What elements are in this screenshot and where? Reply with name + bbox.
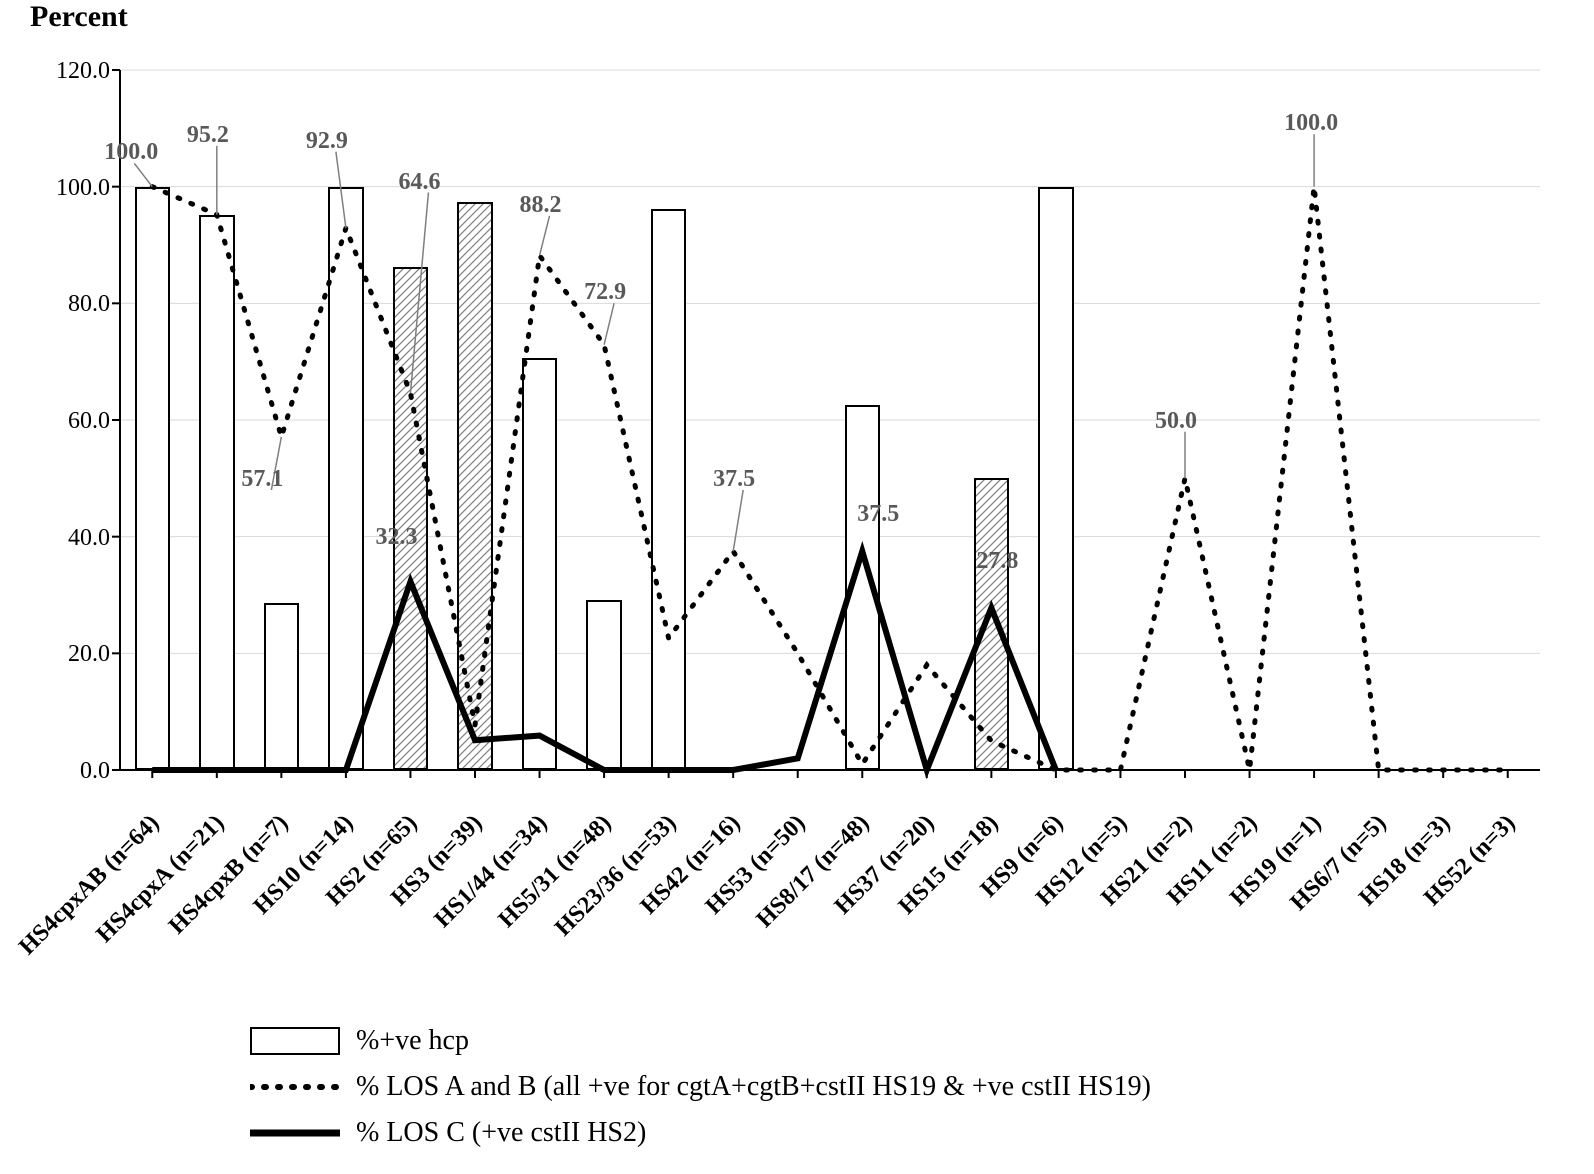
data-label: 64.6	[398, 169, 440, 196]
x-tick-label: HS1/44 (n=34)	[429, 810, 553, 934]
data-label: 92.9	[306, 128, 348, 155]
data-label: 100.0	[104, 139, 158, 166]
data-label: 37.5	[857, 501, 899, 528]
x-tick-label: HS5/31 (n=48)	[494, 810, 618, 934]
plot-area: 100.0 95.2 57.1 92.9 64.6 32.3 88.2 72.9 37.5 37.…	[120, 70, 1540, 770]
chart-container: Percent 100.0 95.2 57.1 92.9 64.6 32.3 88.2 72.…	[0, 0, 1594, 1174]
data-label: 57.1	[241, 466, 283, 493]
legend-item: %+ve hcp	[250, 1025, 1151, 1057]
data-label: 27.8	[976, 548, 1018, 575]
y-tick-label: 40.0	[40, 525, 110, 552]
y-tick-label: 100.0	[40, 175, 110, 202]
data-label: 100.0	[1284, 110, 1338, 137]
data-label: 32.3	[375, 524, 417, 551]
data-label: 88.2	[520, 192, 562, 219]
y-tick-label: 60.0	[40, 408, 110, 435]
y-tick-label: 20.0	[40, 641, 110, 668]
legend-label: % LOS C (+ve cstII HS2)	[356, 1117, 646, 1149]
data-labels-layer: 100.0 95.2 57.1 92.9 64.6 32.3 88.2 72.9 37.5 37.…	[120, 70, 1540, 770]
y-tick-label: 0.0	[40, 758, 110, 785]
legend: %+ve hcp % LOS A and B (all +ve for cgtA+…	[250, 1025, 1151, 1163]
y-tick-label: 80.0	[40, 291, 110, 318]
data-label: 50.0	[1155, 408, 1197, 435]
x-tick-label: HS8/17 (n=48)	[752, 810, 876, 934]
legend-item: % LOS C (+ve cstII HS2)	[250, 1117, 1151, 1149]
y-tick-label: 120.0	[40, 58, 110, 85]
data-label: 95.2	[187, 122, 229, 149]
legend-label: %+ve hcp	[356, 1025, 469, 1057]
data-label: 72.9	[584, 279, 626, 306]
data-label: 37.5	[713, 466, 755, 493]
legend-label: % LOS A and B (all +ve for cgtA+cgtB+cst…	[356, 1071, 1151, 1103]
y-axis-title: Percent	[30, 0, 128, 34]
legend-item: % LOS A and B (all +ve for cgtA+cgtB+cst…	[250, 1071, 1151, 1103]
